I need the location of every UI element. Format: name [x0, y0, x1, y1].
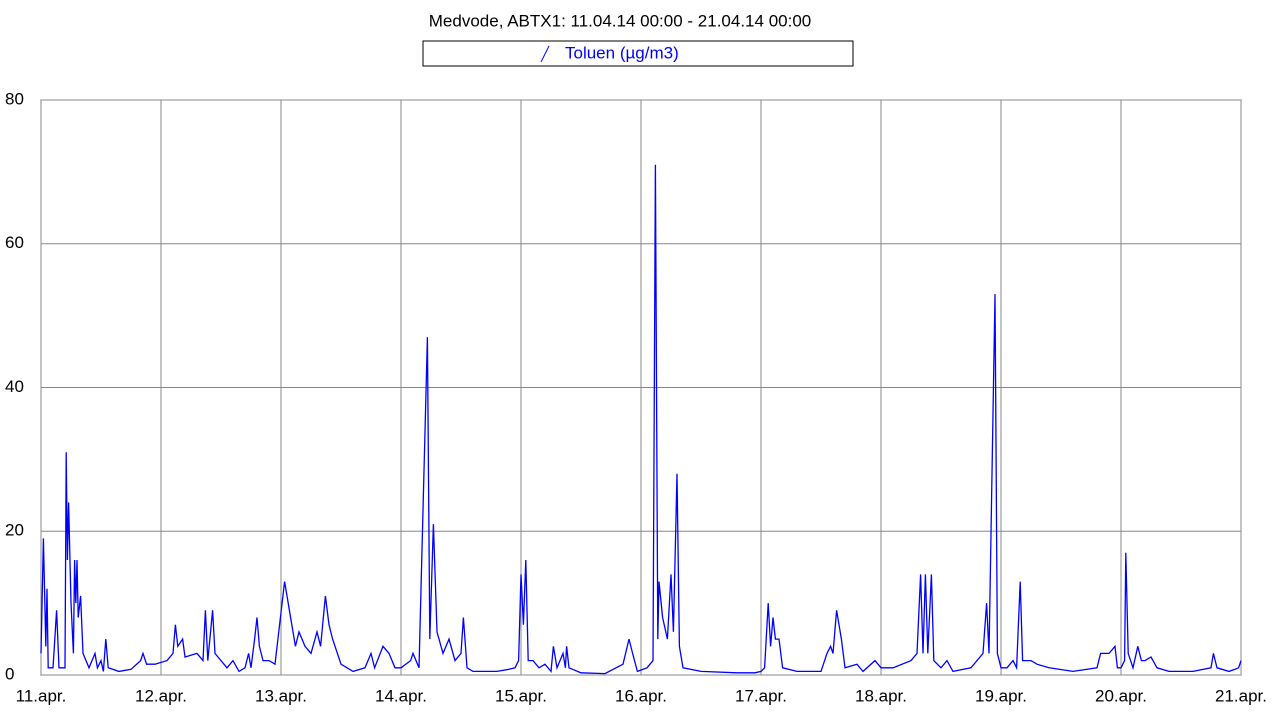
- y-tick-label: 80: [5, 89, 24, 108]
- x-tick-label: 17.apr.: [735, 686, 787, 705]
- x-tick-label: 20.apr.: [1095, 686, 1147, 705]
- y-tick-label: 60: [5, 233, 24, 252]
- chart-title: Medvode, ABTX1: 11.04.14 00:00 - 21.04.1…: [429, 11, 811, 30]
- x-tick-label: 21.apr.: [1215, 686, 1267, 705]
- x-tick-label: 12.apr.: [135, 686, 187, 705]
- legend-label: Toluen (µg/m3): [565, 43, 679, 62]
- x-tick-label: 19.apr.: [975, 686, 1027, 705]
- x-tick-label: 15.apr.: [495, 686, 547, 705]
- x-tick-label: 14.apr.: [375, 686, 427, 705]
- legend-box: [422, 40, 854, 67]
- x-tick-label: 16.apr.: [615, 686, 667, 705]
- y-tick-label: 20: [5, 521, 24, 540]
- x-tick-label: 13.apr.: [255, 686, 307, 705]
- x-tick-label: 18.apr.: [855, 686, 907, 705]
- y-tick-label: 0: [5, 664, 14, 683]
- series-line: [40, 164, 1242, 675]
- x-tick-label: 11.apr.: [16, 686, 67, 705]
- legend-symbol: [540, 45, 550, 63]
- y-tick-label: 40: [5, 377, 24, 396]
